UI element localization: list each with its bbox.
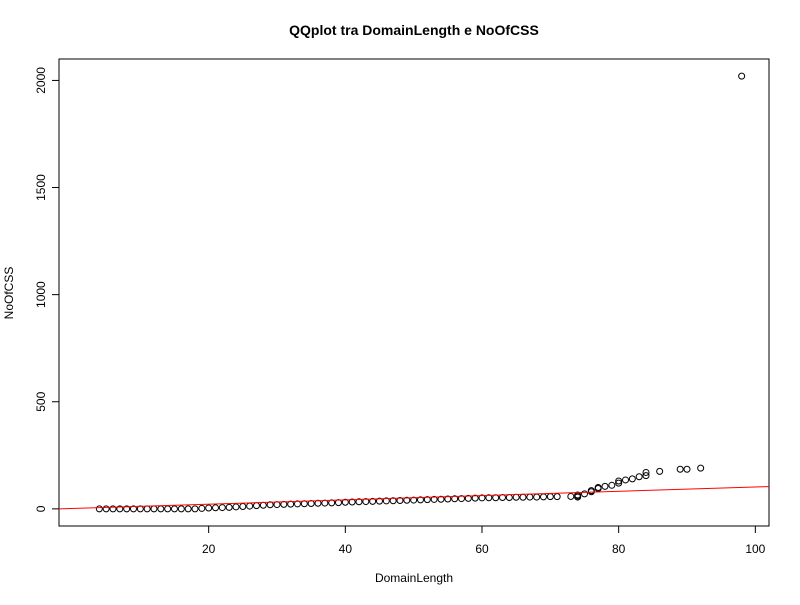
data-point — [574, 491, 582, 499]
data-point — [628, 475, 636, 483]
data-point — [109, 505, 117, 513]
data-point — [533, 493, 541, 501]
data-point — [198, 504, 206, 512]
data-point — [676, 465, 684, 473]
data-point — [362, 498, 370, 506]
data-point — [157, 505, 165, 513]
data-point — [252, 502, 260, 510]
y-tick-label: 500 — [34, 391, 48, 411]
data-point — [410, 496, 418, 504]
data-point — [184, 505, 192, 513]
data-point — [512, 493, 520, 501]
data-point — [177, 505, 185, 513]
y-tick-label: 1000 — [34, 281, 48, 308]
data-point — [341, 498, 349, 506]
y-axis: 0 500 1000 1500 2000 — [34, 67, 60, 512]
y-tick-label: 1500 — [34, 174, 48, 201]
data-point — [143, 505, 151, 513]
data-points — [95, 72, 746, 513]
data-point — [738, 72, 746, 80]
data-point — [451, 495, 459, 503]
plot-box — [58, 58, 770, 527]
data-point — [164, 505, 172, 513]
data-point — [382, 497, 390, 505]
data-point — [567, 492, 575, 500]
data-point — [608, 481, 616, 489]
data-point — [95, 505, 103, 513]
x-tick-label: 80 — [612, 542, 626, 556]
reference-line-group — [58, 486, 770, 510]
x-axis-label: DomainLength — [375, 571, 453, 585]
data-point — [697, 464, 705, 472]
data-point — [430, 495, 438, 503]
data-point — [218, 504, 226, 512]
data-point — [478, 494, 486, 502]
data-point — [348, 498, 356, 506]
data-point — [191, 505, 199, 513]
data-point — [615, 479, 623, 487]
x-tick-label: 40 — [339, 542, 353, 556]
data-point — [601, 482, 609, 490]
data-point — [642, 472, 650, 480]
data-point — [683, 465, 691, 473]
data-point — [519, 493, 527, 501]
data-point — [444, 495, 452, 503]
data-point — [129, 505, 137, 513]
data-point — [389, 497, 397, 505]
data-point — [205, 504, 213, 512]
chart-title: QQplot tra DomainLength e NoOfCSS — [289, 22, 539, 38]
data-point — [642, 468, 650, 476]
data-point — [457, 495, 465, 503]
data-point — [615, 477, 623, 485]
data-point — [403, 496, 411, 504]
x-axis: 20 40 60 80 100 — [202, 525, 766, 556]
data-point — [170, 505, 178, 513]
data-point — [587, 487, 595, 495]
data-point — [546, 493, 554, 501]
data-point — [116, 505, 124, 513]
data-point — [526, 493, 534, 501]
data-point — [423, 496, 431, 504]
y-tick-label: 0 — [34, 505, 48, 512]
data-point — [505, 494, 513, 502]
data-point — [246, 502, 254, 510]
data-point — [464, 494, 472, 502]
data-point — [239, 503, 247, 511]
data-point — [416, 496, 424, 504]
data-point — [232, 503, 240, 511]
data-point — [396, 497, 404, 505]
data-point — [471, 494, 479, 502]
data-point — [621, 476, 629, 484]
data-point — [123, 505, 131, 513]
x-tick-label: 100 — [745, 542, 765, 556]
data-point — [375, 497, 383, 505]
data-point — [539, 493, 547, 501]
y-tick-label: 2000 — [34, 67, 48, 94]
x-tick-label: 20 — [202, 542, 216, 556]
data-point — [150, 505, 158, 513]
data-point — [225, 503, 233, 511]
data-point — [437, 495, 445, 503]
data-point — [635, 473, 643, 481]
reference-line — [58, 486, 770, 510]
data-point — [211, 504, 219, 512]
data-point — [355, 498, 363, 506]
data-point — [369, 497, 377, 505]
plot-area — [58, 72, 770, 513]
data-point — [553, 493, 561, 501]
data-point — [594, 483, 602, 491]
y-axis-label: NoOfCSS — [2, 267, 16, 320]
data-point — [102, 505, 110, 513]
x-tick-label: 60 — [475, 542, 489, 556]
data-point — [656, 467, 664, 475]
data-point — [580, 490, 588, 498]
data-point — [259, 501, 267, 509]
data-point — [485, 494, 493, 502]
